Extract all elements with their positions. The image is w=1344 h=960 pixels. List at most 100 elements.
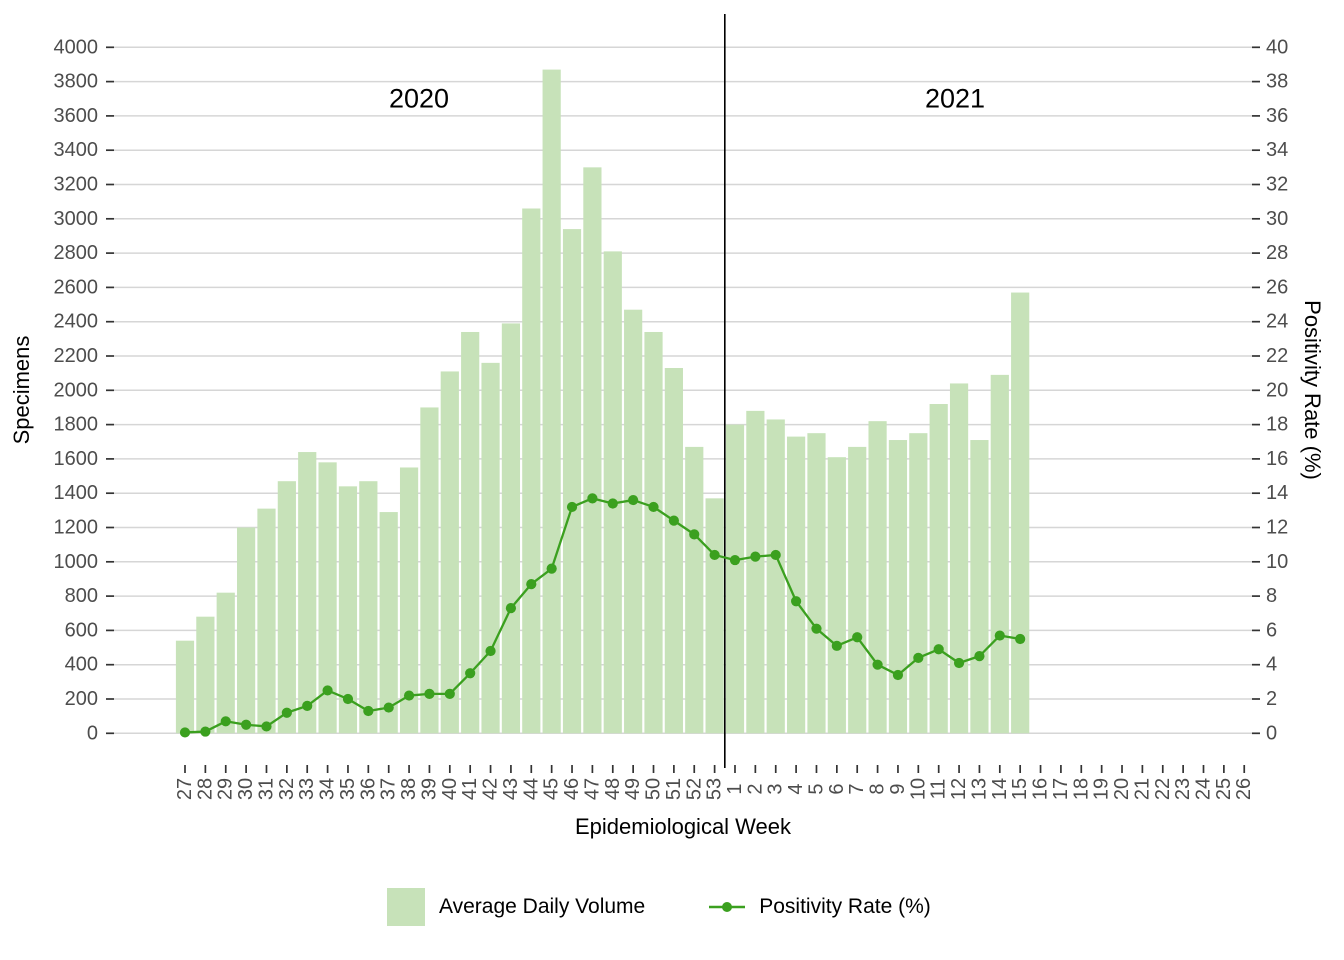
x-tick-label: 14 <box>989 778 1011 800</box>
positivity-point <box>607 498 618 509</box>
bar-week-30 <box>237 527 256 734</box>
x-tick-label: 50 <box>643 778 665 800</box>
x-tick-label: 22 <box>1152 778 1174 800</box>
x-tick-label: 1 <box>724 783 746 794</box>
y-right-tick-label: 22 <box>1266 345 1288 367</box>
positivity-point <box>546 563 557 574</box>
x-tick-label: 35 <box>337 778 359 800</box>
x-tick-label: 16 <box>1030 778 1052 800</box>
x-tick-label: 30 <box>235 778 257 800</box>
annotation-year-2021: 2021 <box>924 83 986 114</box>
positivity-point <box>709 549 720 561</box>
positivity-point <box>241 719 252 730</box>
bar-week-13 <box>970 440 989 734</box>
x-tick-label: 48 <box>602 778 624 800</box>
positivity-point <box>485 645 496 657</box>
positivity-point <box>179 727 191 738</box>
x-tick-label: 24 <box>1193 778 1215 800</box>
y-right-tick-label: 30 <box>1266 208 1288 230</box>
positivity-point <box>974 651 985 662</box>
positivity-point <box>444 688 455 699</box>
y-right-tick-label: 38 <box>1266 71 1288 93</box>
bar-week-36 <box>359 481 378 734</box>
y-left-tick-label: 600 <box>65 619 98 641</box>
y-left-tick-label: 2000 <box>54 379 99 401</box>
positivity-point <box>281 707 292 718</box>
bar-week-41 <box>461 331 480 734</box>
y-left-tick-label: 0 <box>87 722 98 744</box>
bar-week-42 <box>481 362 500 734</box>
x-tick-label: 2 <box>744 783 766 794</box>
x-tick-label: 25 <box>1213 778 1235 800</box>
y-right-tick-label: 32 <box>1266 174 1288 196</box>
y-left-tick-label: 2600 <box>54 276 99 298</box>
positivity-point <box>750 551 761 562</box>
positivity-point <box>220 716 231 727</box>
bar-week-34 <box>318 462 337 734</box>
y-right-tick-label: 26 <box>1266 276 1288 298</box>
positivity-point <box>342 693 354 705</box>
y-left-tick-label: 4000 <box>54 36 99 58</box>
annotation-year-2020: 2020 <box>388 83 450 114</box>
y-right-tick-label: 20 <box>1266 379 1288 401</box>
bar-week-32 <box>277 481 296 734</box>
bar-week-12 <box>949 383 969 734</box>
legend: Average Daily Volume Positivity Rate (%) <box>387 884 931 930</box>
legend-label-positivity: Positivity Rate (%) <box>759 895 931 918</box>
x-tick-label: 28 <box>194 778 216 800</box>
y-right-tick-label: 24 <box>1266 311 1288 333</box>
bar-week-1 <box>725 424 745 734</box>
y-left-tick-label: 200 <box>65 688 98 710</box>
x-tick-label: 38 <box>398 778 420 800</box>
positivity-point <box>505 603 517 614</box>
x-tick-label: 52 <box>683 778 705 800</box>
bar-week-27 <box>175 640 195 734</box>
y-left-tick-label: 2400 <box>54 311 99 333</box>
x-tick-label: 4 <box>785 783 807 794</box>
bar-week-45 <box>542 69 561 734</box>
bar-week-6 <box>827 457 846 734</box>
bar-week-9 <box>888 440 908 734</box>
bar-week-28 <box>196 616 215 734</box>
x-tick-label: 11 <box>928 779 950 800</box>
y-left-tick-label: 800 <box>65 585 98 607</box>
positivity-point <box>852 632 863 643</box>
positivity-point <box>791 596 802 607</box>
legend-bar-swatch <box>387 888 425 926</box>
x-axis-title: Epidemiological Week <box>574 814 792 839</box>
y-left-tick-label: 400 <box>65 654 98 676</box>
y-right-tick-label: 12 <box>1266 517 1288 539</box>
y-axis-title-right: Positivity Rate (%) <box>1300 300 1325 480</box>
positivity-point <box>465 668 476 679</box>
x-tick-label: 34 <box>317 778 339 800</box>
x-tick-label: 43 <box>500 778 522 800</box>
bar-week-47 <box>583 167 602 734</box>
x-tick-label: 7 <box>846 783 868 794</box>
positivity-point <box>811 623 822 634</box>
bar-week-14 <box>990 374 1009 734</box>
bar-week-52 <box>685 446 704 734</box>
x-tick-label: 21 <box>1131 778 1153 800</box>
positivity-point <box>302 700 313 711</box>
positivity-point <box>729 554 741 566</box>
bar-week-37 <box>379 512 398 734</box>
y-right-tick-label: 40 <box>1266 36 1288 58</box>
x-tick-label: 5 <box>805 783 827 794</box>
positivity-point <box>892 669 904 681</box>
x-tick-label: 44 <box>520 778 542 800</box>
positivity-point <box>628 494 639 506</box>
y-right-tick-label: 36 <box>1266 105 1288 127</box>
x-tick-label: 41 <box>459 778 481 800</box>
x-tick-label: 47 <box>581 778 603 800</box>
positivity-point <box>403 690 415 701</box>
bar-week-35 <box>338 486 358 734</box>
bar-week-33 <box>298 452 317 734</box>
x-tick-label: 10 <box>907 778 929 800</box>
bar-week-46 <box>562 229 582 734</box>
x-tick-label: 26 <box>1233 778 1255 800</box>
y-left-tick-label: 1200 <box>54 517 99 539</box>
y-left-tick-label: 3000 <box>54 208 99 230</box>
y-right-tick-label: 28 <box>1266 242 1288 264</box>
